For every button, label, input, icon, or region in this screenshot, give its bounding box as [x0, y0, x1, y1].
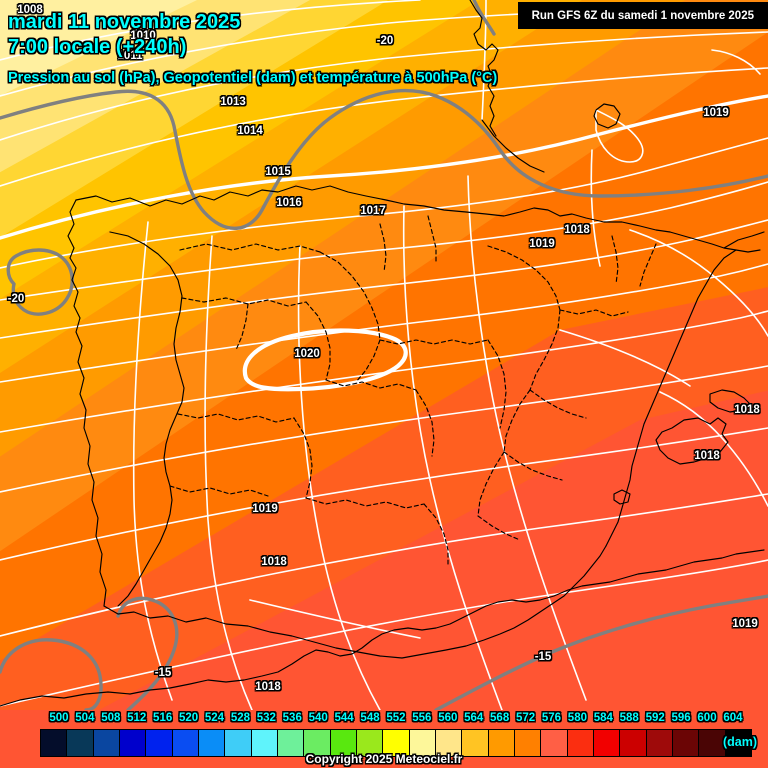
colorbar-swatch-540[interactable] [304, 730, 331, 756]
isobar-label: 1015 [265, 166, 291, 178]
temperature-contour-label: -15 [534, 651, 552, 663]
map-parameters-label: Pression au sol (hPa), Geopotentiel (dam… [8, 70, 498, 86]
colorbar-tick-576: 576 [541, 712, 562, 724]
colorbar-tick-552: 552 [386, 712, 406, 724]
colorbar-tick-592: 592 [645, 712, 665, 724]
colorbar-legend[interactable]: 500 504 508 512 516 520 524 528 532 536 540 544 548 5… [0, 705, 768, 768]
colorbar-swatch-512[interactable] [119, 730, 147, 756]
temperature-contour-label: -20 [376, 35, 394, 47]
isobar-label: 1010 [130, 30, 156, 42]
colorbar-tick-572: 572 [515, 712, 536, 724]
colorbar-swatch-580[interactable] [567, 730, 594, 756]
isobar-label: 1018 [255, 681, 281, 693]
colorbar-swatch-548[interactable] [356, 730, 384, 756]
colorbar-tick-604: 604 [723, 712, 743, 724]
colorbar-swatch-516[interactable] [146, 730, 173, 756]
colorbar-tick-504: 504 [75, 712, 95, 724]
forecast-date-label: mardi 11 novembre 2025 [8, 11, 241, 33]
colorbar-tick-584: 584 [593, 712, 613, 724]
colorbar-swatch-596[interactable] [672, 730, 700, 756]
isobar-label: 1011 [117, 50, 143, 62]
isobar-label: 1016 [276, 197, 302, 209]
colorbar-swatch-560[interactable] [435, 730, 463, 756]
isobar-label: 1018 [734, 404, 760, 416]
colorbar-tick-524: 524 [204, 712, 225, 724]
colorbar-swatch-592[interactable] [646, 730, 673, 756]
colorbar-swatches[interactable] [40, 729, 752, 757]
colorbar-swatch-524[interactable] [198, 730, 226, 756]
colorbar-tick-532: 532 [256, 712, 276, 724]
colorbar-tick-544: 544 [334, 712, 354, 724]
colorbar-tick-580: 580 [567, 712, 587, 724]
isobar-label: 1017 [360, 205, 386, 217]
colorbar-swatch-568[interactable] [488, 730, 515, 756]
colorbar-tick-556: 556 [412, 712, 432, 724]
colorbar-swatch-500[interactable] [41, 730, 68, 756]
coastline-borders [0, 0, 765, 707]
geopotential-color-bands [0, 0, 768, 710]
temperature-contour-label: -20 [7, 293, 25, 305]
colorbar-swatch-536[interactable] [277, 730, 305, 756]
colorbar-swatch-584[interactable] [593, 730, 621, 756]
colorbar-tick-labels: 500 504 508 512 516 520 524 528 532 536 540 544 548 5… [46, 710, 746, 726]
isobar-contours [0, 0, 768, 710]
colorbar-tick-528: 528 [230, 712, 250, 724]
colorbar-tick-564: 564 [464, 712, 484, 724]
colorbar-swatch-544[interactable] [330, 730, 357, 756]
colorbar-tick-588: 588 [619, 712, 639, 724]
colorbar-tick-568: 568 [490, 712, 510, 724]
colorbar-swatch-576[interactable] [541, 730, 568, 756]
weather-map-canvas[interactable]: 1008 1010 1011 1013 1014 1015 1016 1017 1018 1019… [0, 0, 768, 710]
colorbar-swatch-588[interactable] [620, 730, 647, 756]
isobar-label: 1018 [694, 450, 720, 462]
colorbar-tick-512: 512 [127, 712, 147, 724]
colorbar-tick-508: 508 [101, 712, 121, 724]
colorbar-swatch-564[interactable] [462, 730, 489, 756]
colorbar-tick-516: 516 [153, 712, 173, 724]
colorbar-tick-596: 596 [671, 712, 691, 724]
isobar-label: 1019 [252, 503, 278, 515]
colorbar-swatch-508[interactable] [93, 730, 120, 756]
isobar-label: 1018 [261, 556, 287, 568]
isobar-label: 1019 [529, 238, 555, 250]
colorbar-swatch-604[interactable] [725, 730, 751, 756]
colorbar-swatch-528[interactable] [225, 730, 252, 756]
colorbar-tick-520: 520 [178, 712, 199, 724]
colorbar-swatch-572[interactable] [514, 730, 542, 756]
colorbar-swatch-552[interactable] [383, 730, 410, 756]
temperature-500hpa-contours [0, 0, 768, 710]
isobar-label: 1018 [564, 224, 590, 236]
colorbar-tick-560: 560 [438, 712, 458, 724]
isobar-label: 1019 [732, 618, 758, 630]
isobar-label: 1013 [220, 96, 246, 108]
colorbar-swatch-520[interactable] [172, 730, 199, 756]
colorbar-tick-500: 500 [49, 712, 69, 724]
colorbar-swatch-504[interactable] [67, 730, 94, 756]
colorbar-tick-548: 548 [360, 712, 380, 724]
colorbar-swatch-556[interactable] [409, 730, 436, 756]
colorbar-tick-536: 536 [282, 712, 302, 724]
model-run-text: Run GFS 6Z du samedi 1 novembre 2025 [531, 10, 754, 22]
colorbar-tick-540: 540 [308, 712, 328, 724]
colorbar-swatch-600[interactable] [699, 730, 726, 756]
colorbar-swatch-532[interactable] [251, 730, 278, 756]
forecast-time-label: 7:00 locale (+240h) [8, 36, 187, 58]
map-svg [0, 0, 768, 710]
isobar-label: 1019 [703, 107, 729, 119]
isobar-label: 1020 [294, 348, 320, 360]
isobar-label: 1014 [237, 125, 263, 137]
colorbar-unit-label: (dam) [722, 735, 757, 749]
copyright-label: Copyright 2025 Meteociel.fr [305, 752, 463, 766]
isobar-label: 1008 [17, 4, 43, 16]
model-run-badge: Run GFS 6Z du samedi 1 novembre 2025 [517, 2, 768, 29]
temperature-contour-label: -15 [154, 667, 172, 679]
colorbar-tick-600: 600 [697, 712, 717, 724]
